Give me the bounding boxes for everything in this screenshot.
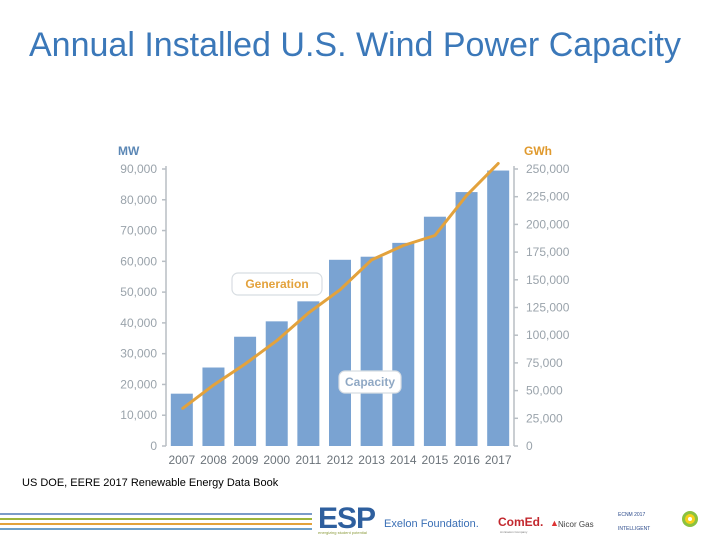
right-tick-label: 225,000 [526,190,570,204]
nicor-flame-icon: ▲ [550,518,559,528]
nicor-gas-logo: Nicor Gas [558,520,594,529]
capacity-callout-box [338,370,402,394]
left-tick-label: 20,000 [120,377,157,391]
exelon-foundation-logo: Exelon Foundation. [384,518,479,530]
left-axis-unit: MW [118,144,140,158]
left-tick-label: 10,000 [120,408,157,422]
capacity-bar [202,367,225,446]
left-tick-label: 30,000 [120,347,157,361]
capacity-bar [265,321,288,446]
right-tick-label: 150,000 [526,273,570,287]
esp-logo: ESP [318,502,376,535]
left-tick-label: 40,000 [120,316,157,330]
source-caption: US DOE, EERE 2017 Renewable Energy Data … [22,477,279,489]
x-tick-label: 2011 [295,453,321,467]
right-tick-label: 25,000 [526,411,563,425]
left-tick-label: 60,000 [120,254,157,268]
right-tick-label: 75,000 [526,356,563,370]
capacity-bar [423,216,446,446]
right-tick-label: 125,000 [526,301,570,315]
generation-callout-label: Generation [245,277,308,291]
slide-title: Annual Installed U.S. Wind Power Capacit… [29,26,681,64]
capacity-bar [455,192,478,446]
sponsor-logo-small-1: ECNM 2017 [618,512,646,518]
x-tick-label: 2000 [263,453,290,467]
x-tick-label: 2016 [453,453,480,467]
x-tick-label: 2015 [422,453,449,467]
comed-logo: ComEd. [498,515,544,529]
x-tick-label: 2013 [358,453,385,467]
x-tick-label: 2008 [200,453,227,467]
esp-tagline: energizing student potential [318,530,367,535]
right-tick-label: 250,000 [526,162,570,176]
x-tick-label: 2012 [327,453,354,467]
right-tick-label: 0 [526,439,533,453]
sponsor-logo-small-2: INTELLIGENT [618,526,651,532]
right-axis-unit: GWh [524,144,552,158]
wind-capacity-chart: 0 10,000 20,000 30,000 40,000 50,000 60,000 70,… [118,144,570,467]
x-tick-label: 2017 [485,453,512,467]
x-tick-label: 2014 [390,453,417,467]
capacity-bar [360,256,383,446]
comed-tagline: An Exelon Company [500,530,528,534]
x-tick-label: 2009 [232,453,259,467]
left-tick-label: 90,000 [120,162,157,176]
left-tick-label: 0 [150,439,157,453]
capacity-bar [487,170,510,447]
right-tick-label: 100,000 [526,328,570,342]
capacity-bar [329,259,351,446]
left-tick-label: 70,000 [120,224,157,238]
x-tick-label: 2007 [168,453,195,467]
right-tick-label: 200,000 [526,217,570,231]
left-tick-label: 80,000 [120,193,157,207]
right-tick-label: 50,000 [526,384,563,398]
capacity-bar [234,336,257,446]
left-tick-label: 50,000 [120,285,157,299]
capacity-bar [392,242,415,446]
right-tick-label: 175,000 [526,245,570,259]
generation-line [181,162,500,410]
capacity-bar [297,301,320,446]
generation-callout-box [231,272,323,296]
bp-helios-logo [682,511,698,527]
footer-stripes [0,513,312,530]
capacity-callout-label: Capacity [345,375,395,389]
